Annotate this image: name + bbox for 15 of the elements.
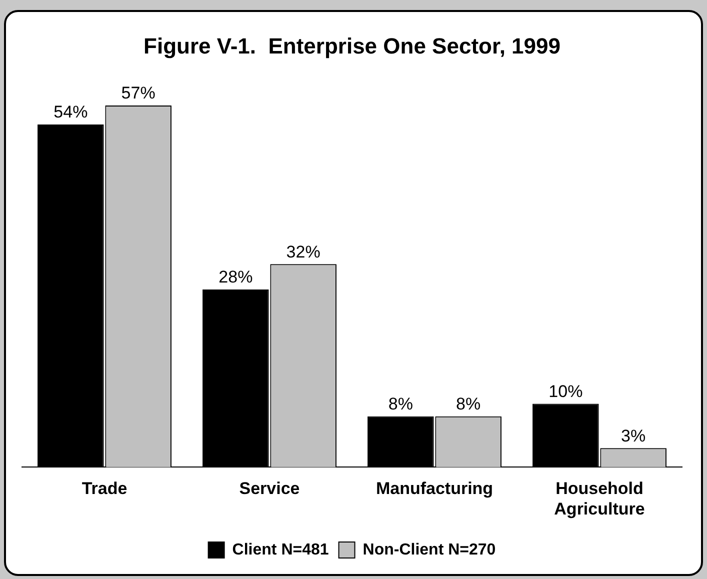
x-tick-label: Trade (82, 479, 128, 498)
data-label: 32% (286, 242, 320, 262)
data-label: 8% (388, 394, 413, 414)
data-label: 3% (621, 426, 646, 446)
x-tick-label: Household Agriculture (554, 479, 645, 518)
data-label: 57% (121, 84, 156, 103)
x-tick-label: Manufacturing (376, 479, 494, 498)
data-label: 10% (548, 382, 583, 401)
legend-label: Non-Client N=270 (362, 541, 496, 558)
data-label: 8% (456, 394, 481, 414)
data-label: 54% (54, 102, 88, 122)
chart-title: Figure V-1. Enterprise One Sector, 1999 (144, 33, 560, 58)
legend-label: Client N=481 (232, 541, 329, 558)
x-tick-label: Service (239, 479, 300, 498)
data-label: 28% (218, 268, 253, 287)
